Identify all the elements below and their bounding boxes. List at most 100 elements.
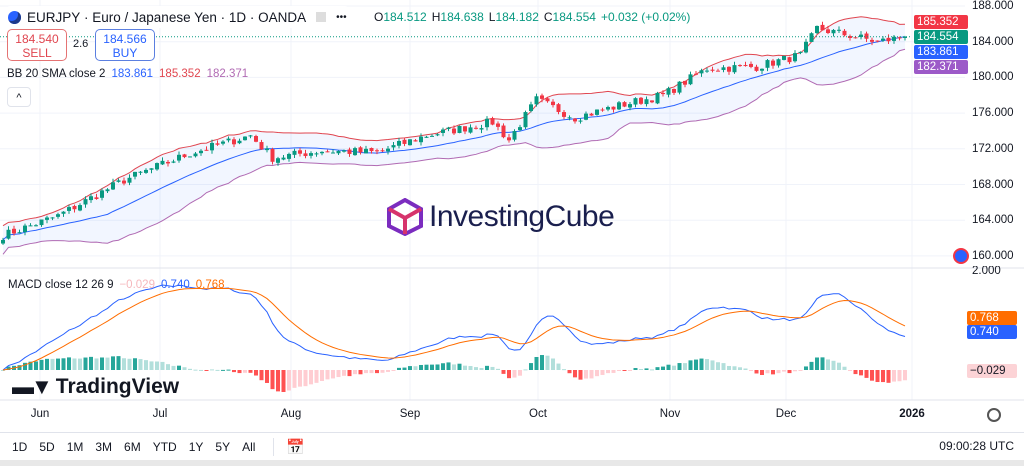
candle-body xyxy=(644,99,649,105)
range-toolbar: 1D 5D 1M 3M 6M YTD 1Y 5Y All 📅 xyxy=(0,432,1024,460)
histogram-bar xyxy=(243,370,247,373)
collapse-legend-button[interactable]: ^ xyxy=(7,87,31,107)
candle-body xyxy=(853,37,858,39)
histogram-bar xyxy=(309,370,313,385)
histogram-bar xyxy=(650,369,654,371)
candle-body xyxy=(551,101,555,106)
histogram-bar xyxy=(303,370,308,387)
calendar-goto-icon[interactable]: 📅 xyxy=(286,438,306,456)
candle-body xyxy=(23,225,27,233)
histogram-bar xyxy=(716,362,720,370)
candle-body xyxy=(611,106,616,110)
candle-body xyxy=(28,225,33,227)
candle-body xyxy=(738,65,742,67)
interval[interactable]: 1D xyxy=(228,9,247,25)
clock[interactable]: 09:00:28 UTC xyxy=(939,439,1014,453)
price-tick: 168.000 xyxy=(972,178,1014,191)
histogram-bar xyxy=(419,364,423,370)
candle-body xyxy=(204,149,209,151)
candle-body xyxy=(270,149,275,162)
candle-body xyxy=(127,177,132,183)
histogram-bar xyxy=(199,369,203,371)
symbol-header[interactable]: EURJPY · Euro / Japanese Yen · 1D · OAND… xyxy=(4,6,351,28)
candle-body xyxy=(155,163,159,170)
candle-body xyxy=(452,128,456,134)
candle-body xyxy=(259,142,264,150)
event-marker-icon[interactable] xyxy=(953,248,969,264)
histogram-bar xyxy=(446,362,451,370)
macd-legend[interactable]: MACD close 12 26 9 −0.029 0.740 0.768 xyxy=(8,279,225,291)
histogram-bar xyxy=(149,361,154,370)
candle-body xyxy=(710,69,715,71)
buy-button[interactable]: 184.566 BUY xyxy=(95,29,155,61)
range-5y[interactable]: 5Y xyxy=(215,439,231,454)
range-3m[interactable]: 3M xyxy=(95,439,113,454)
candle-body xyxy=(391,145,396,148)
histogram-bar xyxy=(83,357,88,370)
bb-legend[interactable]: BB 20 SMA close 2 183.861 185.352 182.371 xyxy=(7,68,249,80)
flag-bookmark-icon[interactable] xyxy=(316,12,327,22)
candle-body xyxy=(897,37,902,39)
upper-band-tag: 185.352 xyxy=(914,15,968,29)
price-tick: 188.000 xyxy=(972,0,1014,12)
candle-body xyxy=(765,60,770,68)
range-1y[interactable]: 1Y xyxy=(188,439,204,454)
histogram-bar xyxy=(281,370,286,392)
histogram-bar xyxy=(875,370,880,383)
sell-button[interactable]: 184.540 SELL xyxy=(7,29,67,61)
settings-gear-icon[interactable] xyxy=(987,408,1001,422)
histogram-bar xyxy=(545,355,550,370)
range-1m[interactable]: 1M xyxy=(66,439,84,454)
candle-body xyxy=(578,120,583,122)
price-tick: 180.000 xyxy=(972,71,1014,84)
histogram-bar xyxy=(804,366,808,370)
histogram-bar xyxy=(61,358,66,370)
candle-body xyxy=(149,168,154,170)
ohlc-readout: O184.512 H184.638 L184.182 C184.554 +0.0… xyxy=(374,10,691,24)
histogram-bar xyxy=(749,370,753,371)
histogram-bar xyxy=(221,369,225,371)
histogram-bar xyxy=(441,363,445,370)
candle-body xyxy=(111,182,115,190)
candle-body xyxy=(309,153,313,156)
histogram-bar xyxy=(105,357,110,370)
histogram-bar xyxy=(116,356,121,370)
histogram-bar xyxy=(94,358,99,370)
histogram-bar xyxy=(226,369,231,371)
histogram-bar xyxy=(314,370,319,383)
more-icon[interactable]: ••• xyxy=(336,11,347,23)
range-6m[interactable]: 6M xyxy=(124,439,141,454)
histogram-bar xyxy=(182,367,187,370)
histogram-bar xyxy=(133,358,137,370)
candle-body xyxy=(677,81,682,93)
candle-body xyxy=(507,137,511,141)
candle-body xyxy=(78,205,82,211)
range-ytd[interactable]: YTD xyxy=(152,439,177,454)
candle-body xyxy=(265,148,269,151)
macd-signal-tag: 0.768 xyxy=(967,311,1017,325)
range-1d[interactable]: 1D xyxy=(12,439,28,454)
histogram-bar xyxy=(122,358,126,370)
candle-body xyxy=(221,141,225,144)
candle-body xyxy=(864,33,869,39)
histogram-bar xyxy=(397,367,401,370)
candle-body xyxy=(688,74,693,85)
histogram-bar xyxy=(292,370,297,388)
candle-body xyxy=(413,140,418,142)
histogram-bar xyxy=(815,357,819,370)
histogram-bar xyxy=(402,367,407,370)
month-label: Dec xyxy=(775,408,797,420)
bb-basis-line xyxy=(2,36,906,241)
month-label: Oct xyxy=(529,408,547,420)
range-5d[interactable]: 5D xyxy=(39,439,55,454)
histogram-bar xyxy=(622,370,627,371)
candle-body xyxy=(160,160,165,165)
candle-body xyxy=(331,152,335,154)
histogram-bar xyxy=(826,359,830,370)
range-all[interactable]: All xyxy=(242,439,256,454)
histogram-bar xyxy=(633,368,638,370)
histogram-bar xyxy=(1,370,5,371)
histogram-bar xyxy=(589,370,594,379)
candle-body xyxy=(314,153,319,155)
